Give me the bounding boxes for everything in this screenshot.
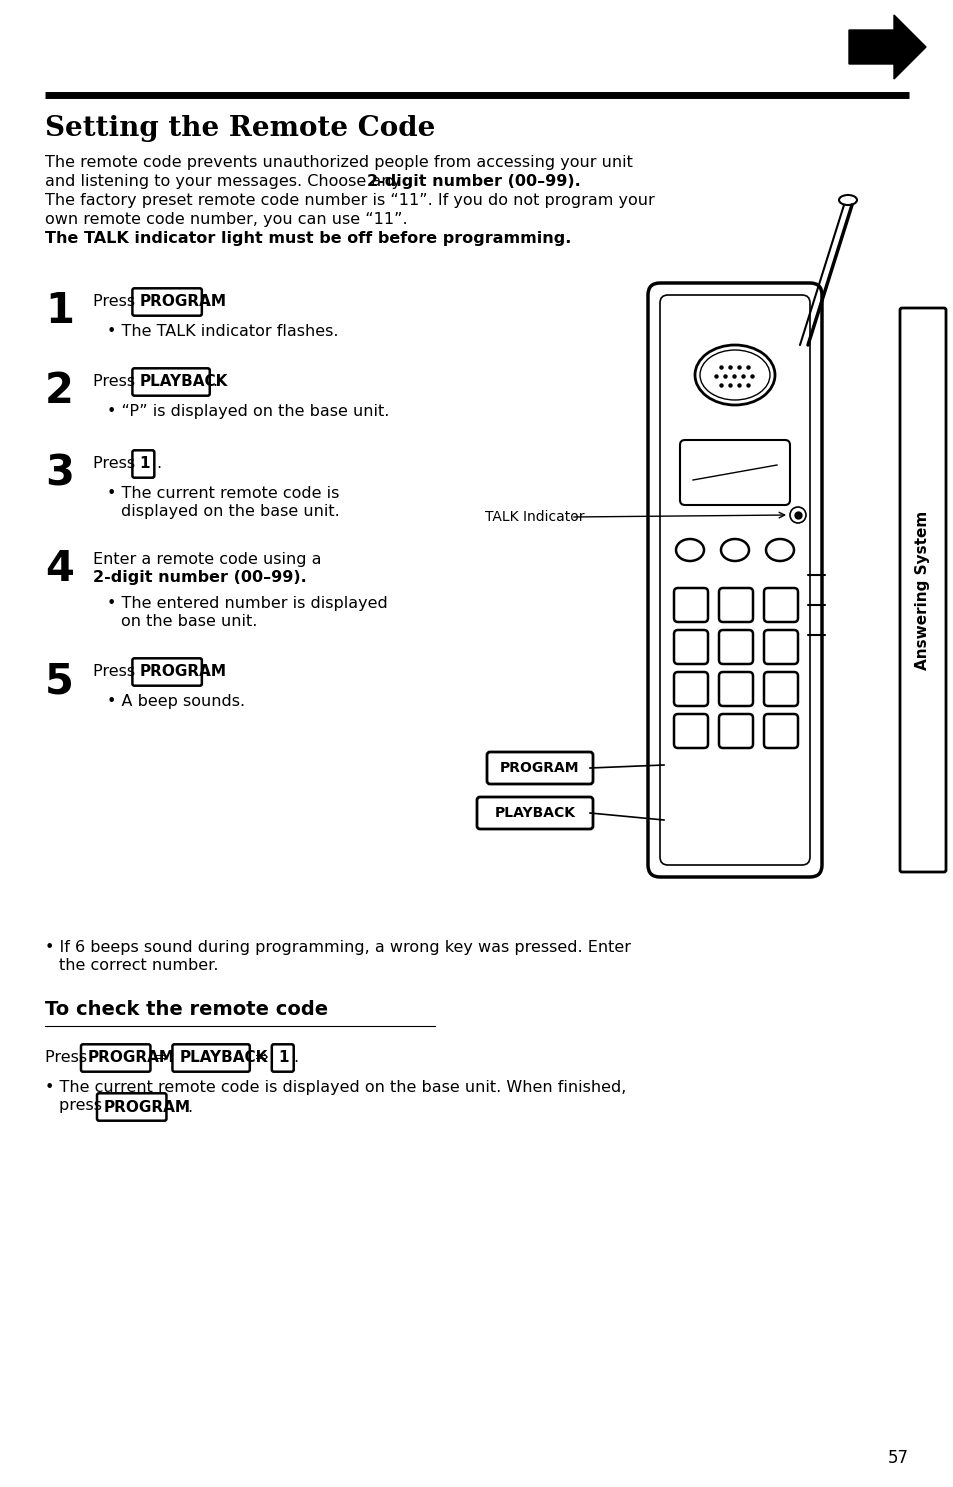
- FancyBboxPatch shape: [763, 630, 797, 665]
- FancyBboxPatch shape: [486, 752, 593, 784]
- Text: 2-digit number (00–99).: 2-digit number (00–99).: [367, 174, 580, 189]
- Text: and listening to your messages. Choose any: and listening to your messages. Choose a…: [45, 174, 406, 189]
- Text: .: .: [294, 1050, 298, 1066]
- Text: .: .: [187, 1099, 192, 1114]
- Polygon shape: [848, 15, 925, 79]
- Text: To check the remote code: To check the remote code: [45, 999, 328, 1019]
- Text: press: press: [59, 1097, 107, 1112]
- FancyBboxPatch shape: [719, 587, 752, 622]
- FancyBboxPatch shape: [673, 587, 707, 622]
- Text: PLAYBACK: PLAYBACK: [494, 806, 575, 819]
- FancyBboxPatch shape: [673, 672, 707, 706]
- FancyBboxPatch shape: [899, 308, 945, 871]
- FancyBboxPatch shape: [763, 714, 797, 748]
- Text: .: .: [204, 294, 209, 309]
- Text: 3: 3: [45, 452, 74, 494]
- Text: PROGRAM: PROGRAM: [499, 761, 579, 775]
- FancyBboxPatch shape: [659, 294, 809, 865]
- Text: • The entered number is displayed: • The entered number is displayed: [107, 596, 387, 611]
- Text: Press: Press: [45, 1050, 92, 1066]
- Text: displayed on the base unit.: displayed on the base unit.: [121, 504, 339, 519]
- Text: on the base unit.: on the base unit.: [121, 614, 257, 629]
- Text: PROGRAM: PROGRAM: [139, 665, 226, 680]
- FancyBboxPatch shape: [719, 630, 752, 665]
- Text: 1: 1: [278, 1050, 289, 1066]
- FancyBboxPatch shape: [647, 283, 821, 877]
- Text: 4: 4: [45, 549, 73, 590]
- Ellipse shape: [838, 195, 856, 205]
- Circle shape: [789, 507, 805, 523]
- Text: Enter a remote code using a: Enter a remote code using a: [92, 552, 321, 567]
- FancyBboxPatch shape: [763, 672, 797, 706]
- Ellipse shape: [700, 349, 769, 400]
- Ellipse shape: [765, 538, 793, 561]
- Text: The factory preset remote code number is “11”. If you do not program your: The factory preset remote code number is…: [45, 193, 654, 208]
- Text: .: .: [204, 665, 209, 680]
- Text: own remote code number, you can use “11”.: own remote code number, you can use “11”…: [45, 213, 407, 228]
- Text: TALK Indicator: TALK Indicator: [484, 510, 584, 523]
- Text: 57: 57: [887, 1448, 908, 1468]
- Text: • The current remote code is displayed on the base unit. When finished,: • The current remote code is displayed o…: [45, 1080, 626, 1094]
- FancyBboxPatch shape: [763, 587, 797, 622]
- Text: Press: Press: [92, 457, 140, 471]
- Text: PROGRAM: PROGRAM: [104, 1099, 191, 1114]
- Text: the correct number.: the correct number.: [59, 958, 218, 972]
- FancyBboxPatch shape: [719, 714, 752, 748]
- Text: PLAYBACK: PLAYBACK: [139, 375, 228, 390]
- Text: 1: 1: [45, 290, 74, 332]
- Ellipse shape: [676, 538, 703, 561]
- Text: • If 6 beeps sound during programming, a wrong key was pressed. Enter: • If 6 beeps sound during programming, a…: [45, 940, 630, 955]
- Text: Press: Press: [92, 375, 140, 390]
- Text: PROGRAM: PROGRAM: [139, 294, 226, 309]
- FancyBboxPatch shape: [673, 714, 707, 748]
- Text: • The TALK indicator flashes.: • The TALK indicator flashes.: [107, 324, 338, 339]
- Ellipse shape: [695, 345, 774, 404]
- Text: Press: Press: [92, 665, 140, 680]
- Text: .: .: [212, 375, 216, 390]
- Ellipse shape: [720, 538, 748, 561]
- FancyBboxPatch shape: [476, 797, 593, 828]
- Text: Answering System: Answering System: [915, 510, 929, 669]
- Text: • “P” is displayed on the base unit.: • “P” is displayed on the base unit.: [107, 404, 389, 419]
- Text: 5: 5: [45, 660, 73, 702]
- Text: The TALK indicator light must be off before programming.: The TALK indicator light must be off bef…: [45, 230, 571, 245]
- Text: .: .: [156, 457, 161, 471]
- Text: 1: 1: [139, 457, 150, 471]
- Text: • The current remote code is: • The current remote code is: [107, 486, 339, 501]
- FancyBboxPatch shape: [719, 672, 752, 706]
- Text: Setting the Remote Code: Setting the Remote Code: [45, 114, 435, 141]
- FancyBboxPatch shape: [673, 630, 707, 665]
- Text: • A beep sounds.: • A beep sounds.: [107, 694, 245, 709]
- Text: The remote code prevents unauthorized people from accessing your unit: The remote code prevents unauthorized pe…: [45, 155, 632, 170]
- Text: PLAYBACK: PLAYBACK: [179, 1050, 268, 1066]
- Text: ⇒: ⇒: [250, 1050, 274, 1066]
- Text: 2-digit number (00–99).: 2-digit number (00–99).: [92, 570, 307, 584]
- Text: 2: 2: [45, 370, 73, 412]
- FancyBboxPatch shape: [679, 440, 789, 506]
- Text: ⇒: ⇒: [151, 1050, 173, 1066]
- Text: PROGRAM: PROGRAM: [88, 1050, 174, 1066]
- Text: Press: Press: [92, 294, 140, 309]
